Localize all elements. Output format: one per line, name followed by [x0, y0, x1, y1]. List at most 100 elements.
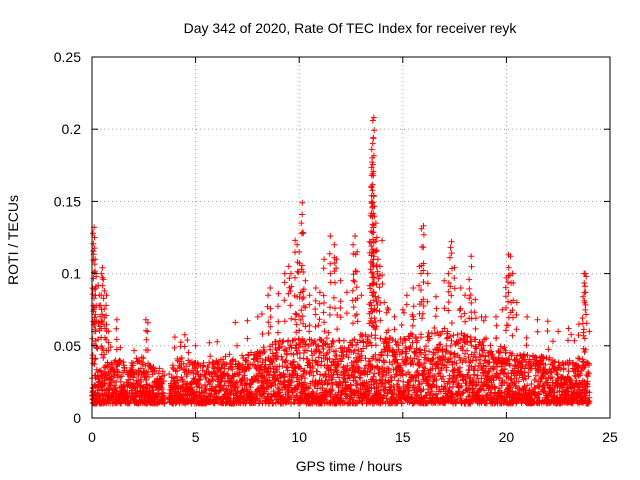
data-point — [320, 346, 327, 352]
data-point — [211, 400, 218, 407]
data-point — [372, 335, 379, 342]
data-point — [261, 348, 268, 355]
data-point — [277, 374, 284, 381]
data-point — [266, 371, 273, 378]
data-point — [326, 355, 333, 362]
data-point — [294, 350, 301, 357]
data-point — [297, 365, 304, 372]
data-point — [287, 302, 294, 309]
data-point — [329, 337, 336, 344]
data-point — [379, 398, 386, 405]
data-point — [111, 373, 118, 379]
data-point — [347, 381, 354, 388]
data-point — [338, 391, 345, 398]
data-point — [340, 353, 347, 360]
data-point — [291, 399, 298, 406]
data-point — [107, 344, 114, 350]
data-point — [96, 367, 103, 374]
data-point — [203, 385, 210, 392]
data-point — [317, 349, 324, 356]
data-point — [130, 360, 137, 367]
data-point — [158, 376, 164, 383]
data-point — [309, 388, 316, 395]
data-point — [142, 377, 149, 384]
data-point — [304, 347, 311, 354]
data-point — [222, 353, 229, 360]
data-point — [280, 338, 287, 345]
data-point — [283, 351, 290, 358]
data-point — [197, 372, 204, 379]
data-point — [117, 378, 124, 385]
data-point — [168, 380, 175, 387]
y-tick-label: 0.1 — [62, 266, 82, 282]
data-point — [229, 366, 236, 373]
x-tick-label: 0 — [88, 429, 96, 445]
data-point — [333, 366, 340, 373]
data-point — [223, 361, 230, 368]
data-point — [159, 368, 166, 375]
data-point — [334, 312, 341, 318]
x-axis-label: GPS time / hours — [296, 458, 403, 474]
data-point — [281, 374, 288, 381]
data-point — [314, 361, 321, 368]
x-tick-label: 10 — [291, 429, 307, 445]
data-point — [288, 379, 295, 386]
data-point — [137, 376, 144, 383]
data-point — [333, 348, 339, 354]
data-point — [131, 347, 138, 354]
x-tick-label: 15 — [395, 429, 411, 445]
data-point — [253, 365, 260, 372]
data-point — [280, 370, 287, 377]
data-point — [333, 353, 340, 359]
data-point — [206, 339, 213, 346]
data-point — [202, 386, 209, 393]
data-point — [398, 400, 405, 407]
data-point — [146, 374, 152, 380]
data-point — [267, 346, 274, 353]
data-point — [302, 387, 309, 394]
data-point — [339, 382, 346, 389]
data-point — [178, 374, 185, 381]
data-point — [395, 377, 402, 384]
data-point — [329, 381, 336, 388]
data-point — [135, 377, 141, 384]
data-point — [393, 356, 400, 363]
data-point — [385, 365, 392, 372]
data-point — [304, 356, 311, 362]
data-point — [338, 358, 345, 365]
data-point — [178, 355, 185, 361]
data-point — [183, 363, 190, 370]
data-point — [149, 371, 156, 378]
data-point — [378, 352, 385, 359]
data-point — [235, 384, 242, 391]
data-point — [279, 363, 286, 370]
data-point — [218, 364, 225, 371]
x-tick-label: 25 — [602, 429, 618, 445]
data-point — [290, 358, 297, 365]
data-point — [246, 365, 253, 372]
data-point — [181, 331, 188, 338]
data-point — [302, 379, 309, 386]
data-point — [342, 378, 349, 385]
data-point — [350, 349, 357, 355]
data-point — [304, 384, 311, 391]
data-point — [356, 337, 363, 344]
data-point — [101, 381, 108, 387]
data-point — [295, 364, 302, 371]
data-point — [278, 353, 285, 360]
data-point — [383, 395, 390, 402]
data-point — [294, 372, 301, 379]
data-point — [269, 341, 276, 348]
data-point — [244, 317, 251, 324]
data-point — [382, 384, 389, 391]
data-point — [329, 343, 335, 350]
data-point — [316, 354, 322, 361]
data-point — [284, 367, 291, 374]
y-axis-label: ROTI / TECUs — [5, 195, 21, 285]
data-point — [306, 385, 313, 392]
data-point — [133, 392, 140, 399]
data-point — [274, 384, 281, 391]
data-point — [372, 351, 379, 358]
data-point — [395, 346, 402, 353]
data-point — [350, 374, 357, 381]
